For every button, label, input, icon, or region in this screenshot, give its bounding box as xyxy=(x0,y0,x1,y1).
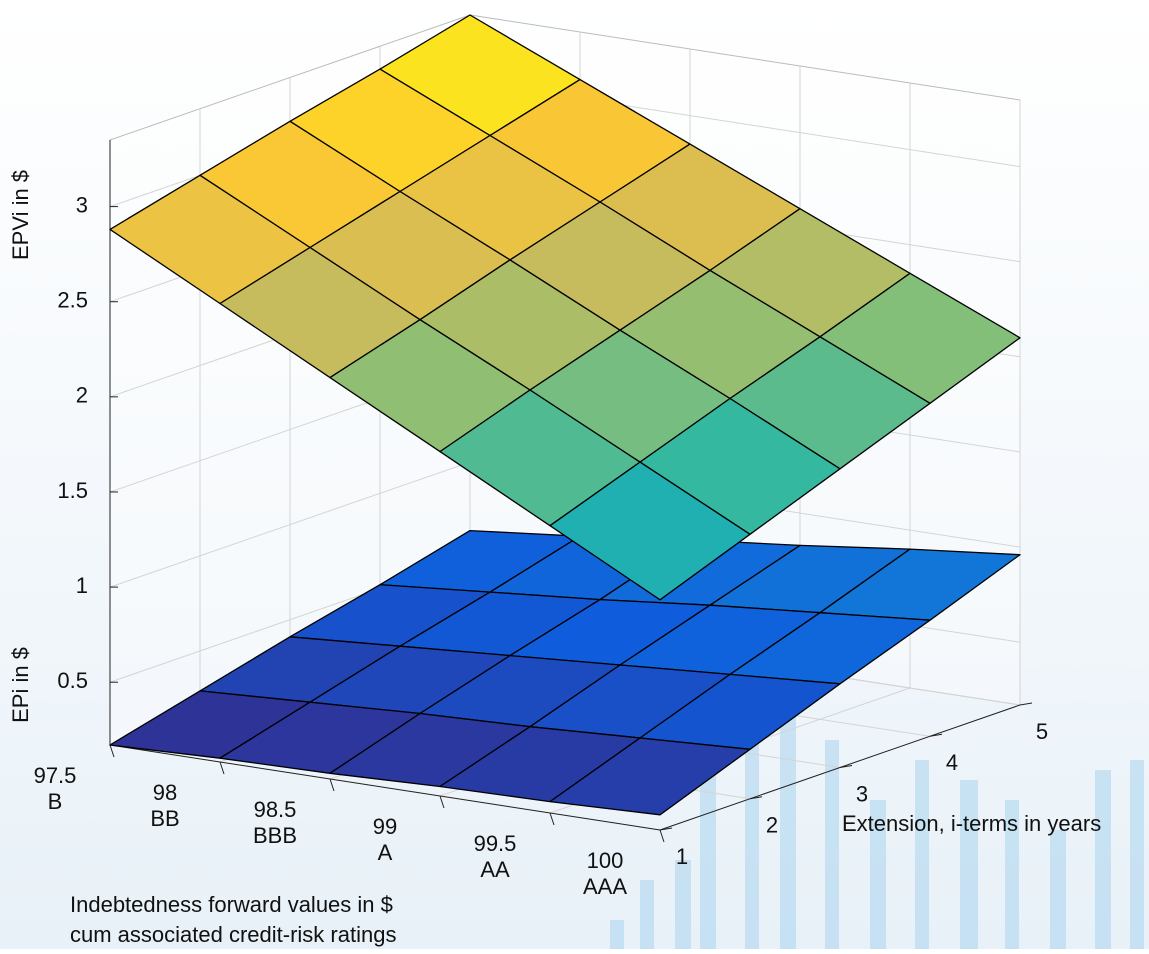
x-axis xyxy=(109,744,661,831)
z-tick-label: 1.5 xyxy=(57,478,88,503)
z-tick-label: 2 xyxy=(76,383,88,408)
z-tick-label: 3 xyxy=(76,192,88,217)
y-tick-label: 5 xyxy=(1036,719,1048,744)
surface-cell xyxy=(549,461,751,601)
x-tick-label: 99 xyxy=(373,814,397,839)
x-tick-label: 97.5 xyxy=(34,763,77,788)
x-tick-label: 98 xyxy=(153,780,177,805)
y-tick-label: 1 xyxy=(676,844,688,869)
x-axis-label: cum associated credit-risk ratings xyxy=(70,922,396,947)
y-tick-label: 3 xyxy=(856,781,868,806)
surface-cell xyxy=(549,737,751,816)
tick-mark xyxy=(439,795,445,809)
labels: EPVi in $ EPi in $ Extension, i-terms in… xyxy=(8,170,1101,947)
z-tick-label: 1 xyxy=(76,573,88,598)
tick-mark xyxy=(549,812,555,826)
y-axis-label: Extension, i-terms in years xyxy=(842,811,1101,836)
x-tick-rating: BBB xyxy=(253,823,297,848)
tick-mark xyxy=(659,829,665,843)
surfaces xyxy=(109,14,1021,816)
x-tick-label: 100 xyxy=(587,848,624,873)
z-tick-label: 2.5 xyxy=(57,288,88,313)
y-tick-label: 4 xyxy=(946,750,958,775)
z-tick-label: 0.5 xyxy=(57,668,88,693)
y-tick-label: 2 xyxy=(766,813,778,838)
z-axis-label: EPi in $ xyxy=(8,647,33,723)
tick-mark xyxy=(1019,702,1033,706)
z-axis-label: EPVi in $ xyxy=(8,170,33,260)
tick-mark xyxy=(219,761,225,775)
x-tick-rating: B xyxy=(48,789,63,814)
x-tick-rating: BB xyxy=(150,806,179,831)
x-tick-rating: AA xyxy=(480,857,510,882)
x-tick-rating: A xyxy=(378,840,393,865)
x-axis-label: Indebtedness forward values in $ xyxy=(70,892,393,917)
x-tick-label: 98.5 xyxy=(254,797,297,822)
x-tick-label: 99.5 xyxy=(474,831,517,856)
tick-mark xyxy=(109,744,115,758)
x-tick-rating: AAA xyxy=(583,874,627,899)
background-decor xyxy=(610,690,1144,949)
y-axis xyxy=(659,704,1021,831)
tick-mark xyxy=(329,778,335,792)
